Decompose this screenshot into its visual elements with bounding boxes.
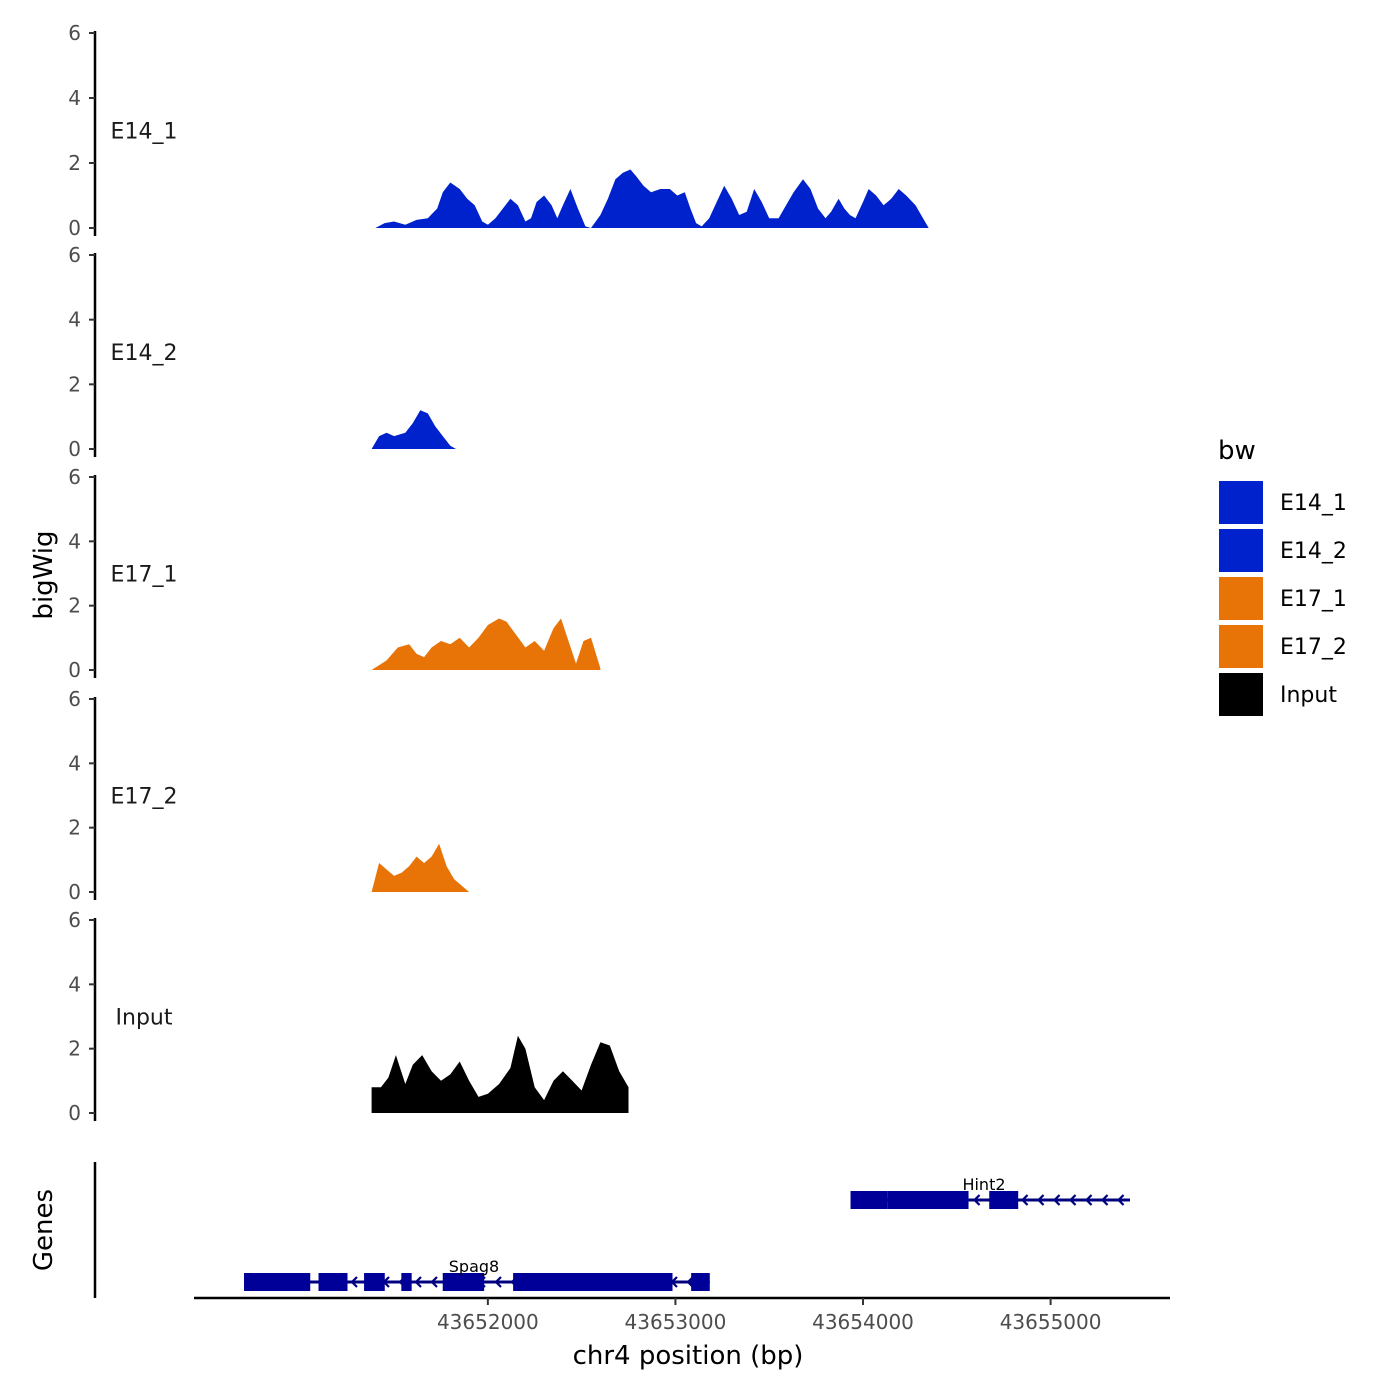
track-label: Input xyxy=(116,1006,173,1031)
exon xyxy=(513,1273,673,1291)
strand-arrow xyxy=(972,1194,981,1206)
y-tick-label: 6 xyxy=(68,908,81,932)
signal-area xyxy=(371,410,456,449)
y-tick-label: 0 xyxy=(68,658,81,682)
exon xyxy=(318,1273,348,1291)
legend-swatch xyxy=(1219,625,1263,668)
y-tick-label: 4 xyxy=(68,86,81,110)
signal-area xyxy=(371,1035,629,1113)
strand-arrow xyxy=(414,1276,422,1288)
y-tick-label: 2 xyxy=(68,594,81,618)
y-tick-label: 0 xyxy=(68,216,81,240)
x-tick-label: 43653000 xyxy=(625,1310,727,1334)
strand-arrow xyxy=(1020,1194,1029,1206)
x-tick-label: 43655000 xyxy=(1000,1310,1102,1334)
signal-area xyxy=(371,843,470,892)
exon xyxy=(244,1273,311,1291)
gene-label: Hint2 xyxy=(962,1175,1005,1194)
y-tick-label: 0 xyxy=(68,1101,81,1125)
strand-arrow xyxy=(1052,1194,1061,1206)
exon xyxy=(989,1191,1019,1209)
strand-arrow xyxy=(1100,1194,1109,1206)
legend-label: E14_2 xyxy=(1280,539,1347,564)
legend-swatch xyxy=(1219,673,1263,716)
legend-item: Input xyxy=(1219,673,1337,716)
gene-track: Hint2 Spag8 xyxy=(93,1162,1130,1298)
y-tick-label: 6 xyxy=(68,21,81,45)
exon xyxy=(850,1191,888,1209)
legend-swatch xyxy=(1219,481,1263,524)
track-e17-1: 0 2 4 6 E17_1 xyxy=(68,465,601,682)
legend-item: E14_2 xyxy=(1219,529,1347,572)
y-tick-label: 4 xyxy=(68,308,81,332)
exon xyxy=(691,1273,710,1291)
track-input: 0 2 4 6 Input xyxy=(68,908,629,1125)
y-axis-label: bigWig xyxy=(29,530,59,619)
track-e14-2: 0 2 4 6 E14_2 xyxy=(68,243,456,461)
signal-tracks: 0 2 4 6 E14_1 0 2 4 6 E14_2 0 2 4 6 E17_1 0 2 4 6 E17_2 0 2 4 6… xyxy=(68,21,929,1125)
track-e17-2: 0 2 4 6 E17_2 xyxy=(68,687,470,904)
y-tick-label: 0 xyxy=(68,880,81,904)
x-tick-label: 43654000 xyxy=(812,1310,914,1334)
x-tick-label: 43652000 xyxy=(437,1310,539,1334)
y-tick-label: 4 xyxy=(68,751,81,775)
legend-title: bw xyxy=(1218,436,1256,466)
x-axis-label: chr4 position (bp) xyxy=(573,1341,804,1371)
strand-arrow xyxy=(494,1276,502,1288)
legend-swatch xyxy=(1219,529,1263,572)
exon xyxy=(401,1273,412,1291)
legend-item: E14_1 xyxy=(1219,481,1347,524)
y-tick-label: 2 xyxy=(68,372,81,396)
gene-label: Spag8 xyxy=(449,1257,499,1276)
legend-label: E17_1 xyxy=(1280,587,1347,612)
strand-arrow xyxy=(1068,1194,1077,1206)
y-tick-label: 6 xyxy=(68,465,81,489)
gene-hint2: Hint2 xyxy=(850,1175,1130,1209)
exon xyxy=(887,1191,969,1209)
track-label: E14_1 xyxy=(111,120,178,145)
y-tick-label: 2 xyxy=(68,1037,81,1061)
track-label: E17_2 xyxy=(111,785,178,810)
y-tick-label: 6 xyxy=(68,243,81,267)
legend-label: Input xyxy=(1280,683,1337,708)
legend-label: E14_1 xyxy=(1280,491,1347,516)
strand-arrow xyxy=(350,1276,358,1288)
genes-axis-label: Genes xyxy=(29,1189,59,1271)
y-tick-label: 2 xyxy=(68,816,81,840)
y-tick-label: 4 xyxy=(68,972,81,996)
strand-arrow xyxy=(1116,1194,1125,1206)
y-tick-label: 6 xyxy=(68,687,81,711)
legend-label: E17_2 xyxy=(1280,635,1347,660)
strand-arrow xyxy=(1084,1194,1093,1206)
exon xyxy=(364,1273,385,1291)
legend-item: E17_1 xyxy=(1219,577,1347,620)
y-tick-label: 4 xyxy=(68,529,81,553)
legend: E14_1 E14_2 E17_1 E17_2 Input xyxy=(1219,481,1347,716)
track-label: E14_2 xyxy=(111,341,178,366)
legend-swatch xyxy=(1219,577,1263,620)
signal-area xyxy=(371,618,601,670)
y-tick-label: 2 xyxy=(68,151,81,175)
gene-spag8: Spag8 xyxy=(244,1257,710,1291)
x-axis: 43652000 43653000 43654000 43655000 xyxy=(194,1296,1170,1334)
exon xyxy=(442,1273,485,1291)
track-label: E17_1 xyxy=(111,563,178,588)
track-e14-1: 0 2 4 6 E14_1 xyxy=(68,21,929,240)
y-tick-label: 0 xyxy=(68,437,81,461)
strand-arrow xyxy=(430,1276,438,1288)
strand-arrow xyxy=(1036,1194,1045,1206)
signal-area xyxy=(375,169,929,228)
legend-item: E17_2 xyxy=(1219,625,1347,668)
